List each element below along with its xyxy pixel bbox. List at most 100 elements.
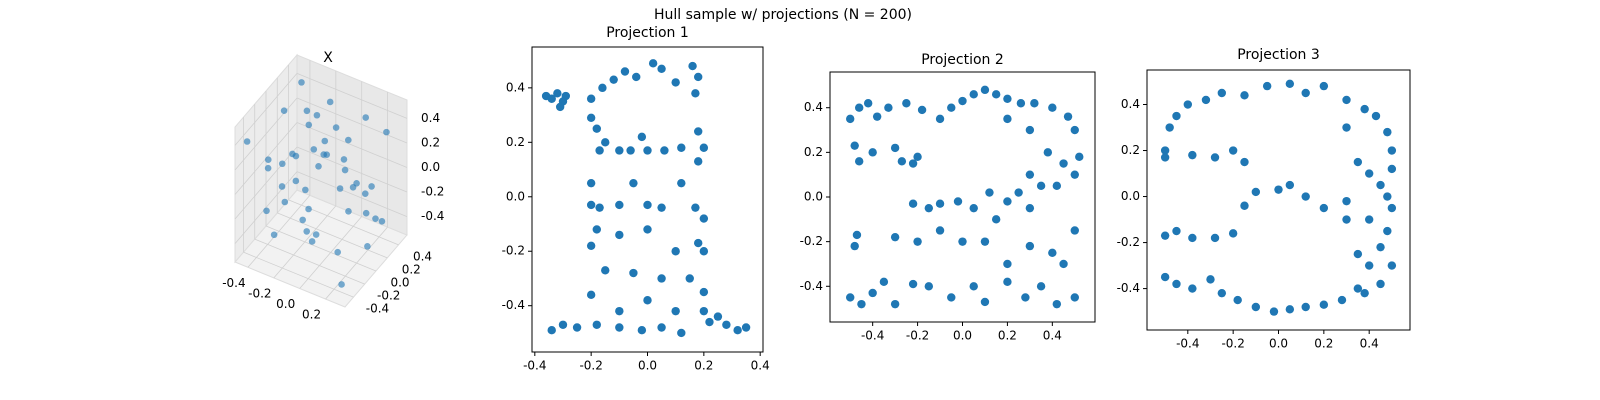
point: [1376, 180, 1385, 190]
point: [897, 157, 907, 166]
y-tick-label: 0.0: [804, 190, 823, 204]
point: [1228, 146, 1238, 155]
point: [278, 160, 286, 168]
point: [699, 143, 709, 152]
point: [1240, 201, 1249, 210]
point: [1172, 111, 1181, 121]
point: [699, 287, 709, 297]
x-tick-label: -0.4: [523, 359, 546, 373]
grid-line: [243, 251, 354, 298]
figure-title: Hull sample w/ projections (N = 200): [654, 7, 912, 23]
point: [1059, 159, 1068, 168]
x-tick-label: 0.0: [953, 329, 972, 343]
point: [289, 150, 296, 158]
point: [1251, 187, 1261, 197]
point: [648, 59, 658, 68]
point: [595, 203, 604, 212]
point: [1201, 95, 1211, 105]
point: [280, 107, 288, 114]
point: [632, 72, 641, 82]
point: [586, 94, 596, 103]
z-tick-label: 0.0: [421, 160, 440, 174]
point: [688, 61, 697, 71]
point: [345, 208, 352, 215]
point: [547, 94, 556, 103]
x-tick-label: -0.4: [222, 276, 245, 290]
point: [243, 138, 251, 145]
axis-title: Projection 2: [921, 52, 1004, 68]
point: [362, 209, 370, 217]
point: [305, 205, 312, 213]
x-tick-label: 0.2: [998, 329, 1017, 343]
grid-line: [296, 97, 408, 144]
point: [1319, 203, 1329, 213]
x-tick-label: 0.2: [1314, 337, 1333, 351]
point: [334, 248, 341, 256]
point: [368, 183, 375, 190]
point: [691, 89, 700, 98]
point: [694, 238, 703, 248]
point: [1188, 233, 1197, 243]
z-tick-label: 0.4: [421, 111, 440, 125]
point: [1376, 279, 1385, 289]
y-tick-label: -0.2: [502, 244, 525, 258]
point: [303, 228, 311, 235]
point: [615, 230, 624, 240]
point: [980, 85, 990, 95]
point: [586, 241, 596, 250]
point: [660, 146, 669, 155]
point: [312, 231, 320, 238]
z-tick-label: 0.2: [421, 135, 440, 149]
point: [1251, 302, 1261, 312]
point: [1183, 100, 1193, 109]
grid-line: [296, 171, 408, 217]
point: [561, 91, 571, 101]
point: [1233, 295, 1242, 305]
point: [586, 178, 596, 188]
point: [308, 238, 316, 245]
point: [671, 306, 680, 316]
point: [302, 186, 309, 194]
point: [1165, 123, 1174, 132]
point: [699, 247, 709, 256]
point: [1353, 157, 1363, 167]
point: [890, 232, 900, 242]
point: [1342, 215, 1351, 224]
x-tick-label: 0.4: [1360, 337, 1379, 351]
point: [1353, 284, 1363, 293]
point: [313, 111, 321, 119]
y-tick-label: -0.4: [502, 298, 525, 312]
y-tick-label: 0.0: [390, 276, 409, 290]
point: [1210, 233, 1220, 243]
point: [298, 79, 305, 86]
point: [1387, 261, 1397, 270]
point: [1025, 170, 1035, 179]
point: [958, 96, 967, 106]
point: [852, 230, 862, 240]
point: [1003, 259, 1012, 269]
point: [292, 177, 300, 185]
point: [264, 156, 272, 164]
point: [857, 299, 866, 309]
point: [592, 225, 601, 234]
point: [908, 279, 918, 289]
point: [924, 282, 934, 291]
point: [991, 90, 1001, 99]
point: [657, 203, 666, 212]
point: [1210, 153, 1220, 162]
point: [1285, 79, 1295, 89]
point: [1043, 148, 1053, 157]
x-tick-label: -0.2: [906, 329, 929, 343]
point: [1319, 81, 1329, 91]
point: [1319, 300, 1329, 309]
x-tick-label: -0.4: [861, 329, 884, 343]
point: [364, 243, 371, 250]
point: [879, 277, 889, 287]
point: [935, 226, 945, 235]
point: [338, 281, 345, 288]
point: [1383, 226, 1392, 236]
grid-line: [234, 146, 298, 220]
point: [1217, 88, 1227, 98]
point: [685, 274, 694, 283]
point: [299, 216, 306, 224]
